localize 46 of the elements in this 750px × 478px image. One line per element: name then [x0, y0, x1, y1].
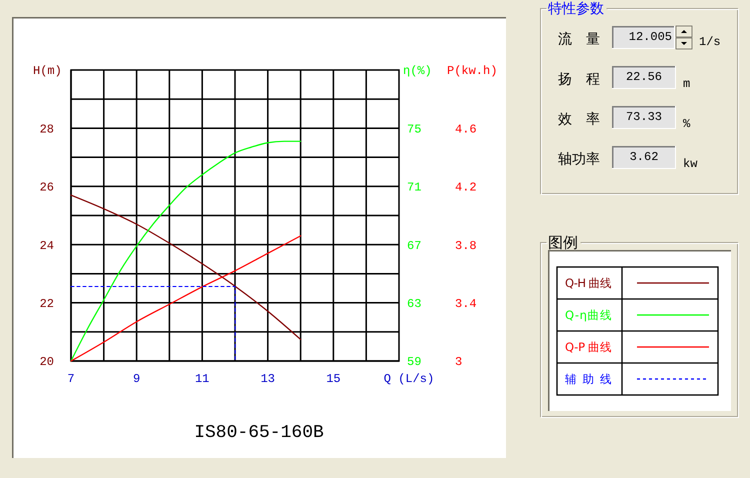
line-series: [70, 235, 302, 362]
line-series: [70, 194, 302, 340]
y-tick-label: 24: [40, 238, 54, 253]
y2-tick-label: 63: [407, 297, 422, 311]
y3-tick-label: 3.4: [455, 297, 477, 311]
text: 辅 助 线: [565, 372, 612, 386]
text: 22.56: [626, 70, 662, 84]
text: 73.33: [626, 110, 662, 124]
text: 3.62: [630, 150, 658, 164]
text: m: [683, 77, 690, 91]
y3-tick-label: 4.6: [455, 122, 477, 136]
y2-tick-label: 67: [407, 238, 422, 253]
text: 效 率: [558, 111, 600, 128]
text: IS80-65-160B: [194, 423, 324, 443]
legend-title: 图例: [548, 233, 578, 252]
text: 流 量: [558, 31, 600, 48]
y3-axis-title: P(kw.h): [447, 64, 498, 78]
y3-tick-label: 3: [455, 355, 462, 370]
text: Q-P 曲线: [565, 340, 612, 354]
text: 1/s: [699, 35, 721, 49]
x-tick-label: 15: [326, 372, 341, 386]
x-tick-label: 7: [67, 372, 75, 386]
text: Q-η曲线: [565, 308, 612, 322]
text: %: [683, 117, 691, 131]
line-series: [70, 140, 302, 362]
text: 12.005: [628, 30, 672, 44]
x-tick-label: 13: [260, 372, 276, 386]
y-tick-label: 26: [40, 180, 54, 195]
x-tick-label: 11: [194, 372, 210, 386]
y-tick-label: 20: [40, 355, 54, 370]
y-tick-label: 28: [40, 122, 54, 136]
text: Q-H 曲线: [565, 276, 612, 290]
text: 轴功率: [558, 151, 600, 168]
x-tick-label: 9: [133, 372, 140, 386]
y2-tick-label: 75: [407, 122, 422, 136]
text: kw: [683, 157, 698, 171]
y3-tick-label: 3.8: [455, 238, 477, 253]
y2-axis-title: η(%): [403, 64, 432, 78]
text: 特性参数: [548, 0, 604, 17]
y-axis-title: H(m): [33, 64, 62, 78]
text: 扬 程: [558, 71, 600, 88]
y3-tick-label: 4.2: [455, 180, 477, 195]
y-tick-label: 22: [40, 297, 54, 311]
y2-tick-label: 59: [407, 355, 422, 370]
y2-tick-label: 71: [407, 180, 422, 195]
x-axis-title: Q (L/s): [384, 372, 434, 386]
